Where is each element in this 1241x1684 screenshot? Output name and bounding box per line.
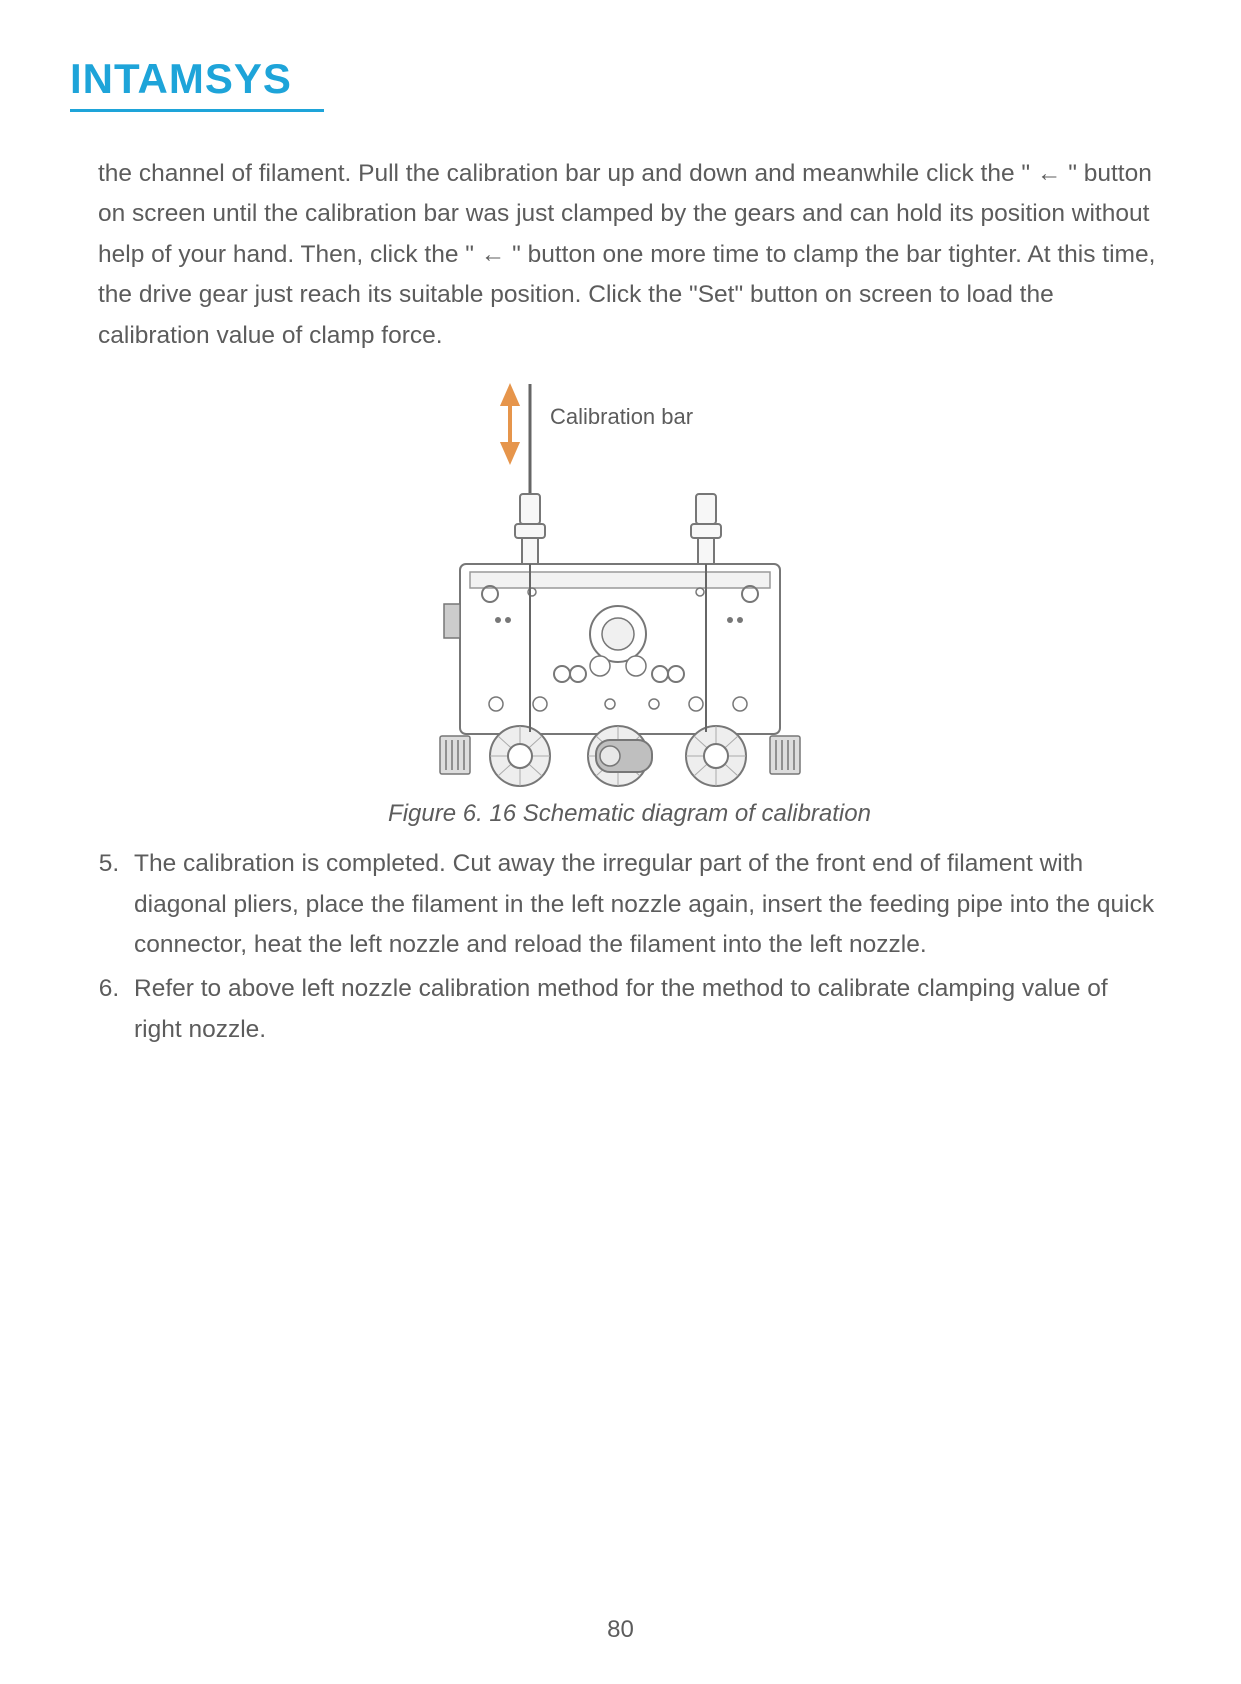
step-list: The calibration is completed. Cut away t… <box>98 844 1161 1050</box>
page-number: 80 <box>0 1616 1241 1644</box>
brand-logo: INTAMSYS <box>70 55 1171 103</box>
calibration-diagram: Calibration bar <box>400 374 860 794</box>
step-item: The calibration is completed. Cut away t… <box>126 844 1161 965</box>
document-page: INTAMSYS the channel of filament. Pull t… <box>0 0 1241 1684</box>
intro-paragraph: the channel of filament. Pull the calibr… <box>98 154 1161 356</box>
brand-underline <box>70 109 324 112</box>
step-item: Refer to above left nozzle calibration m… <box>126 969 1161 1050</box>
figure-caption: Figure 6. 16 Schematic diagram of calibr… <box>388 800 871 828</box>
figure-6-16: Calibration bar <box>98 374 1161 828</box>
calibration-bar-label: Calibration bar <box>550 404 693 429</box>
body-content: the channel of filament. Pull the calibr… <box>70 154 1171 1050</box>
